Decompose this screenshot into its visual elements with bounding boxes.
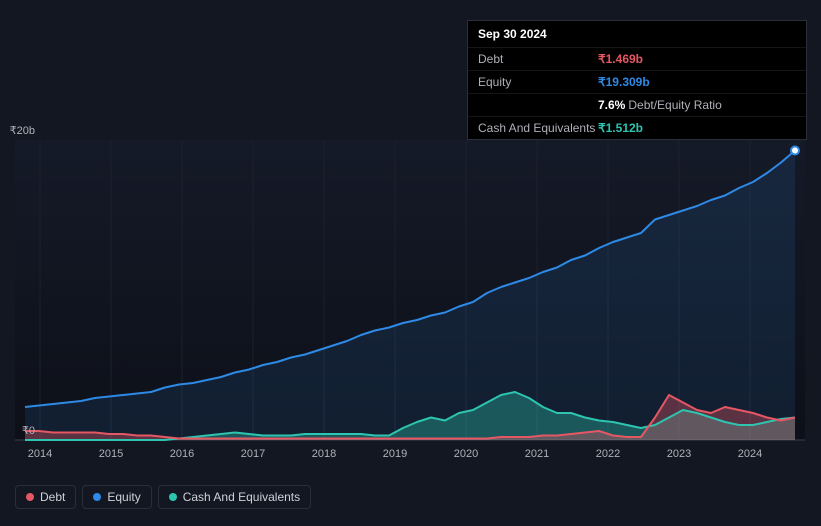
x-axis-label: 2021 [525,448,549,460]
legend-dot [26,493,34,501]
tooltip-value: ₹1.512b [598,121,643,135]
tooltip-label [478,98,598,112]
tooltip-row: Debt₹1.469b [468,47,806,70]
tooltip-value: 7.6%Debt/Equity Ratio [598,98,722,112]
y-axis-label: ₹20b [5,124,35,137]
line-chart [15,120,805,470]
x-axis-label: 2022 [596,448,620,460]
x-axis-label: 2015 [99,448,123,460]
chart-legend: Debt Equity Cash And Equivalents [15,485,311,509]
tooltip-label: Cash And Equivalents [478,121,598,135]
tooltip-value: ₹1.469b [598,52,643,66]
x-axis-label: 2024 [738,448,762,460]
legend-label: Debt [40,490,65,504]
tooltip-row: Cash And Equivalents₹1.512b [468,116,806,139]
x-axis-label: 2016 [170,448,194,460]
x-axis-label: 2017 [241,448,265,460]
legend-label: Equity [107,490,140,504]
tooltip-value: ₹19.309b [598,75,650,89]
tooltip-label: Debt [478,52,598,66]
chart-area: ₹20b₹0 201420152016201720182019202020212… [15,120,805,470]
tooltip-row: Equity₹19.309b [468,70,806,93]
tooltip-label: Equity [478,75,598,89]
x-axis-label: 2014 [28,448,52,460]
tooltip-row: 7.6%Debt/Equity Ratio [468,93,806,116]
legend-item-cash-and-equivalents[interactable]: Cash And Equivalents [158,485,311,509]
chart-tooltip: Sep 30 2024 Debt₹1.469bEquity₹19.309b7.6… [467,20,807,140]
x-axis-label: 2023 [667,448,691,460]
legend-dot [169,493,177,501]
legend-item-equity[interactable]: Equity [82,485,151,509]
legend-label: Cash And Equivalents [183,490,300,504]
legend-dot [93,493,101,501]
x-axis-label: 2019 [383,448,407,460]
x-axis-label: 2018 [312,448,336,460]
tooltip-date: Sep 30 2024 [468,21,806,47]
y-axis-label: ₹0 [5,424,35,437]
x-axis-label: 2020 [454,448,478,460]
legend-item-debt[interactable]: Debt [15,485,76,509]
